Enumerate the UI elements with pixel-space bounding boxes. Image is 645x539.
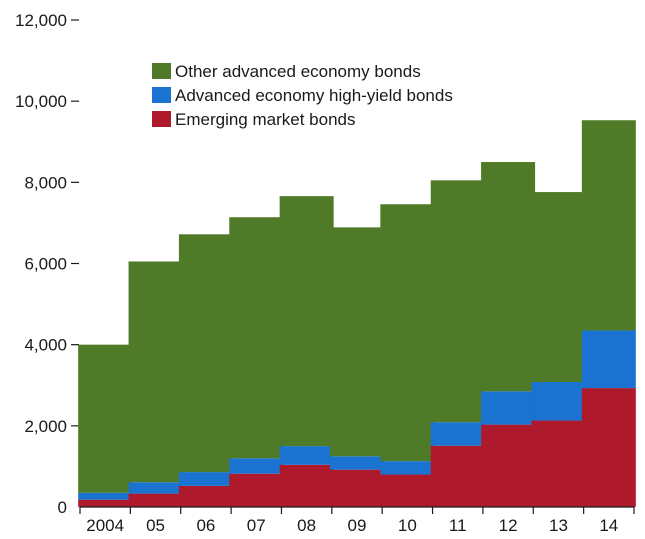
bar-segment-advanced-economy-high-yield-bonds-2004 (78, 492, 133, 500)
bar-segment-advanced-economy-high-yield-bonds-14 (581, 330, 636, 389)
legend: Other advanced economy bonds Advanced eco… (152, 62, 453, 129)
y-tick-label: 8,000 (24, 173, 67, 192)
bar-segment-other-advanced-economy-bonds-13 (531, 192, 586, 383)
bar-segment-advanced-economy-high-yield-bonds-08 (279, 446, 334, 465)
bar-segment-advanced-economy-high-yield-bonds-09 (330, 456, 384, 470)
y-tick-label: 12,000 (15, 11, 67, 30)
bar-segment-advanced-economy-high-yield-bonds-13 (531, 382, 586, 421)
x-axis: 2004 05 06 07 08 09 10 11 12 13 14 (79, 506, 635, 535)
bar-segment-emerging-market-bonds-12 (481, 424, 536, 507)
bar-segment-other-advanced-economy-bonds-07 (229, 217, 284, 459)
legend-label: Advanced economy high-yield bonds (175, 86, 453, 105)
bar-segment-emerging-market-bonds-2004 (78, 499, 133, 507)
bar-segment-advanced-economy-high-yield-bonds-11 (430, 422, 485, 446)
bar-segment-advanced-economy-high-yield-bonds-05 (128, 482, 183, 494)
x-tick-label: 07 (247, 516, 266, 535)
bar-segment-emerging-market-bonds-09 (330, 469, 384, 507)
legend-swatch (152, 111, 171, 127)
bar-segment-other-advanced-economy-bonds-08 (279, 196, 334, 447)
x-tick-label: 12 (499, 516, 518, 535)
x-tick-label: 14 (599, 516, 618, 535)
bar-segment-other-advanced-economy-bonds-11 (430, 180, 485, 423)
x-tick-label: 08 (297, 516, 316, 535)
x-tick-label: 10 (398, 516, 417, 535)
y-tick-label: 0 (58, 498, 67, 517)
legend-swatch (152, 63, 171, 79)
x-tick-label: 11 (449, 516, 467, 535)
x-tick-label: 2004 (86, 516, 124, 535)
legend-swatch (152, 87, 171, 103)
x-tick-label: 13 (549, 516, 568, 535)
legend-label: Other advanced economy bonds (175, 62, 421, 81)
y-tick-label: 4,000 (24, 336, 67, 355)
bar-segment-other-advanced-economy-bonds-12 (481, 162, 536, 392)
bar-segment-advanced-economy-high-yield-bonds-07 (229, 458, 284, 474)
bar-segment-other-advanced-economy-bonds-10 (380, 204, 435, 462)
bar-segment-emerging-market-bonds-05 (128, 493, 183, 507)
x-tick-label: 09 (348, 516, 367, 535)
bar-segment-advanced-economy-high-yield-bonds-06 (178, 472, 233, 486)
bar-segment-emerging-market-bonds-06 (178, 485, 233, 507)
bar-segment-other-advanced-economy-bonds-05 (128, 261, 183, 483)
bar-segment-other-advanced-economy-bonds-06 (178, 234, 233, 473)
x-tick-label: 06 (196, 516, 215, 535)
y-tick-label: 10,000 (15, 92, 67, 111)
bar-segment-other-advanced-economy-bonds-09 (330, 227, 384, 457)
bar-segment-emerging-market-bonds-08 (279, 464, 334, 507)
y-tick-label: 2,000 (24, 417, 67, 436)
x-tick-label: 05 (146, 516, 165, 535)
bar-segment-emerging-market-bonds-10 (380, 474, 435, 507)
y-axis: 0 2,000 4,000 6,000 8,000 10,000 12,000 (15, 11, 79, 517)
bar-segment-other-advanced-economy-bonds-2004 (78, 344, 133, 493)
bar-segment-emerging-market-bonds-14 (581, 388, 636, 507)
bar-segment-advanced-economy-high-yield-bonds-12 (481, 391, 536, 425)
bars (78, 120, 636, 507)
bar-segment-emerging-market-bonds-07 (229, 473, 284, 507)
bar-segment-other-advanced-economy-bonds-14 (581, 120, 636, 331)
bar-segment-emerging-market-bonds-13 (531, 420, 586, 507)
y-tick-label: 6,000 (24, 255, 67, 274)
legend-label: Emerging market bonds (175, 110, 355, 129)
bar-segment-emerging-market-bonds-11 (430, 445, 485, 507)
bar-segment-advanced-economy-high-yield-bonds-10 (380, 461, 435, 475)
